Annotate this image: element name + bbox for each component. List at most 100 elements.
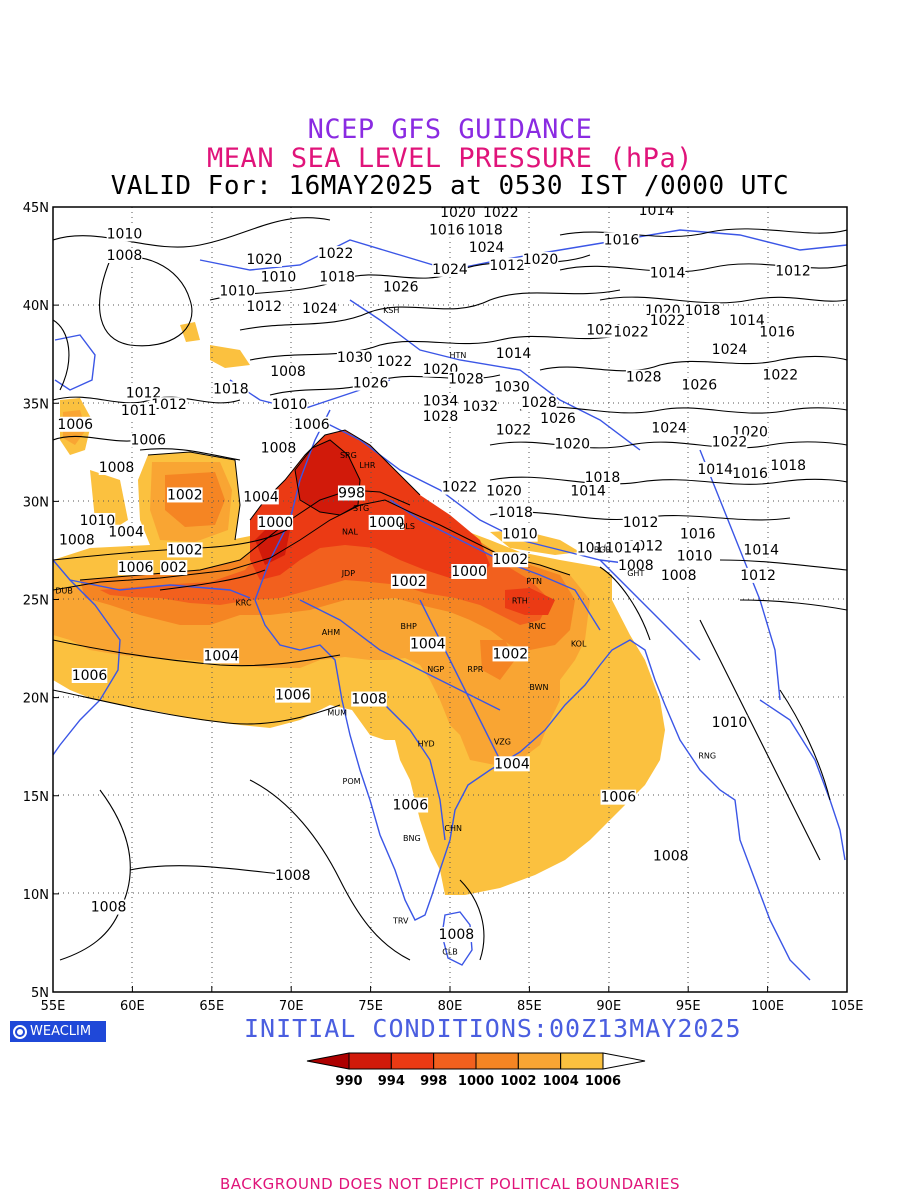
- station-label: DUB: [55, 587, 73, 596]
- contour-label-text: 002: [160, 560, 187, 576]
- contour-label-bg: [495, 422, 532, 438]
- contour-label-bg: [502, 526, 538, 542]
- contour-label-text: 1006: [118, 560, 154, 576]
- contour-label-bg: [622, 514, 659, 530]
- contour-label: 1010: [502, 526, 538, 543]
- contour-label-text: 1024: [712, 342, 748, 358]
- contour-label: 1016: [604, 232, 640, 248]
- contour-label: 1026: [353, 375, 389, 392]
- contour-label: 1008: [618, 558, 654, 574]
- contour-label: 1010: [106, 226, 143, 242]
- contour-label-bg: [676, 548, 713, 564]
- contour-label-bg: [319, 269, 356, 285]
- contour-label-text: 1024: [432, 262, 468, 278]
- contour-label-text: 1014: [570, 484, 606, 500]
- legend-label: 1006: [585, 1074, 621, 1089]
- contour-label-text: 1002: [493, 646, 529, 662]
- lat-tick-label: 35N: [23, 397, 49, 412]
- contour-label: 1028: [448, 371, 484, 388]
- contour-label-bg: [382, 279, 419, 295]
- coast-caspian: [54, 334, 96, 391]
- contour-label-bg: [681, 377, 718, 393]
- station-label: PTN: [526, 577, 542, 586]
- contour-label: 1032: [462, 399, 498, 415]
- contour-label-text: 1020: [246, 252, 282, 268]
- contour-label-bg: [625, 369, 662, 385]
- contour-label-text: 1014: [729, 313, 765, 329]
- contour-label-text: 1004: [494, 756, 530, 772]
- contour-label-bg: [522, 251, 559, 267]
- fill-998-east: [505, 588, 555, 615]
- contour-label-text: 1011: [121, 403, 157, 419]
- station-label: RNG: [698, 751, 716, 760]
- contour-label-bg: [497, 505, 533, 521]
- contour-label-bg: [494, 379, 530, 395]
- legend-label: 998: [420, 1074, 447, 1089]
- contour-label-bg: [711, 715, 748, 731]
- contour-label-text: 1008: [270, 364, 306, 380]
- legend-swatch: [348, 1052, 392, 1070]
- contour-label-bg: [422, 393, 459, 409]
- legend-swatch: [390, 1052, 435, 1070]
- contour-label-bg: [468, 240, 505, 256]
- contour-label-text: 1016: [604, 232, 640, 248]
- lon-tick-label: 65E: [199, 999, 224, 1014]
- contour-label: 1011: [121, 403, 157, 419]
- contour-label-text: 1024: [651, 421, 687, 437]
- lat-tick-label: 15N: [23, 790, 49, 805]
- station-label: NGP: [427, 665, 444, 674]
- contour-label-text: 1012: [623, 515, 659, 531]
- contour-label-text: 1002: [493, 552, 529, 568]
- contour-label-bg: [600, 789, 637, 805]
- legend-label: 994: [378, 1074, 405, 1089]
- contour-label: 1010: [676, 548, 713, 564]
- contour-label-text: 1010: [677, 548, 713, 564]
- contour-label-bg: [586, 322, 622, 338]
- contour-label-bg: [151, 397, 187, 413]
- contour-label-bg: [246, 251, 283, 267]
- station-label: KOL: [571, 640, 587, 649]
- contour-label-text: 1028: [423, 409, 459, 425]
- weaclim-logo: WEACLIM: [10, 1021, 106, 1042]
- contour-label: 1022: [377, 354, 412, 370]
- contour-label-bg: [740, 567, 776, 583]
- map-axes: 55E 60E 65E 70E 75E 80E 85E 90E 95E 100E 105E 45N 40…: [23, 201, 864, 1014]
- lon-tick-label: 75E: [358, 999, 383, 1014]
- contour-label-bg: [521, 395, 557, 411]
- contour-label-text: 1014: [697, 462, 733, 478]
- station-label: SRG: [340, 451, 357, 460]
- contour-label-text: 1006: [275, 688, 311, 704]
- contour-label: 1024: [432, 261, 468, 278]
- contour-label-bg: [106, 226, 143, 242]
- station-label: CHN: [444, 824, 462, 833]
- contour-label-text: 1010: [502, 527, 538, 543]
- contour-label: 1020: [246, 251, 283, 268]
- contour-label: 1008: [439, 927, 474, 943]
- contour-label-text: 1016: [732, 466, 768, 482]
- contour-label-text: 1016: [429, 223, 465, 239]
- contour-label-text: 1020: [554, 436, 590, 452]
- contour-label-bg: [57, 416, 94, 432]
- contour-label: 1012: [151, 397, 187, 413]
- contour-label-bg: [697, 461, 733, 477]
- contour-label: 1018: [467, 222, 503, 239]
- contour-label: 1022: [483, 207, 519, 221]
- contour-label-bg: [337, 485, 366, 501]
- contour-label: 1008: [275, 868, 311, 884]
- coast-indochina: [759, 699, 846, 861]
- contour-label: 1006: [600, 789, 637, 806]
- contour-label: 1006: [118, 560, 154, 576]
- contour-label-text: 1012: [151, 397, 187, 413]
- contour-label: 1016: [680, 526, 716, 543]
- contour-label-bg: [448, 371, 484, 387]
- contour-label-bg: [59, 532, 95, 548]
- lat-tick-label: 10N: [23, 888, 49, 903]
- contour-label-text: 1020: [486, 484, 522, 500]
- contour-label-bg: [336, 350, 373, 366]
- contour-label-bg: [743, 542, 780, 558]
- contour-label: 1018: [213, 381, 249, 397]
- contour-label: 1002: [167, 542, 203, 558]
- contour-label-text: 1012: [489, 258, 525, 274]
- contour-label: 1026: [681, 377, 718, 394]
- contour-label-bg: [440, 207, 476, 220]
